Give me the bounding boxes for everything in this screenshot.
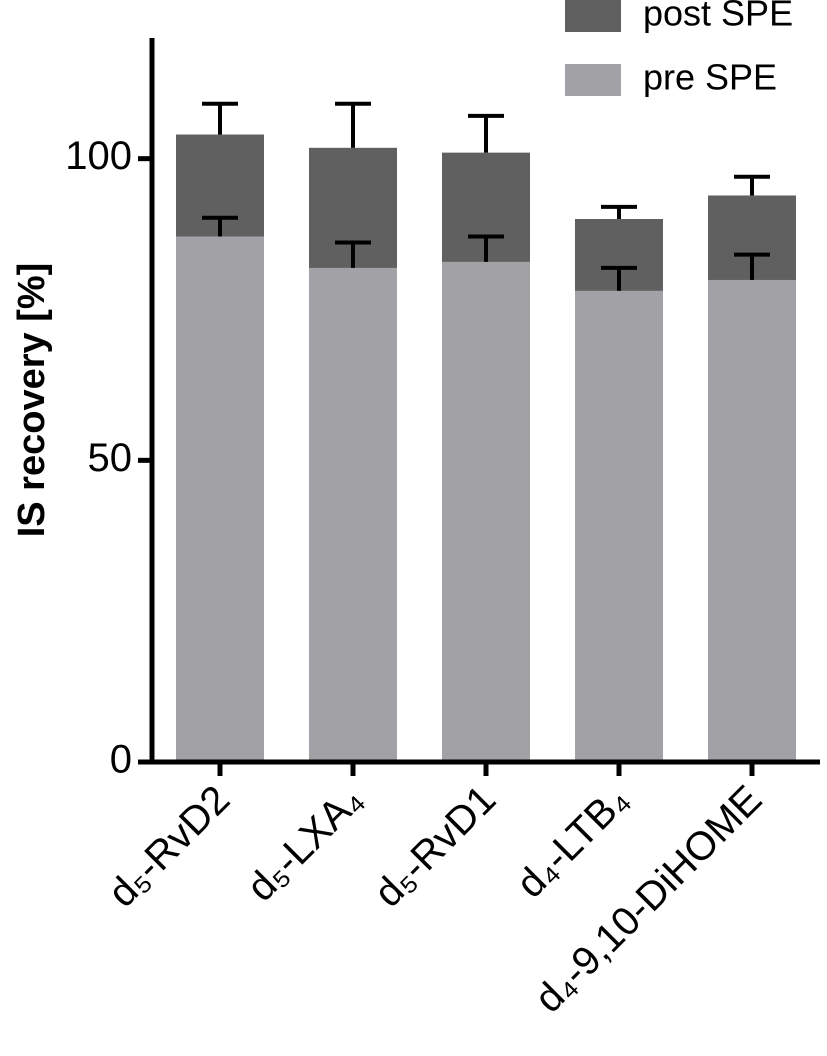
x-tick-label: d₅-RvD2 xyxy=(100,777,238,915)
error-bar xyxy=(202,215,238,237)
error-bar xyxy=(335,101,371,148)
error-bar xyxy=(335,240,371,268)
y-tick-label: 100 xyxy=(65,134,132,178)
error-bar xyxy=(734,252,770,280)
error-bar xyxy=(468,113,504,153)
error-bar xyxy=(601,204,637,219)
legend-label: post SPE xyxy=(643,0,793,34)
error-bar xyxy=(202,101,238,135)
error-bar xyxy=(601,265,637,291)
legend-swatch xyxy=(565,0,621,32)
bar xyxy=(309,267,397,762)
x-tick-label: d₄-9,10-DiHOME xyxy=(527,777,771,1021)
x-tick-label: d₅-RvD1 xyxy=(366,777,504,915)
x-tick-label: d₅-LXA₄ xyxy=(239,777,372,910)
bar xyxy=(575,290,663,762)
error-bar xyxy=(734,174,770,196)
bar xyxy=(176,236,264,762)
bar xyxy=(442,261,530,762)
x-tick-label: d₄-LTB₄ xyxy=(508,777,637,906)
bar xyxy=(708,279,796,762)
legend-label: pre SPE xyxy=(643,57,777,98)
y-tick-label: 0 xyxy=(110,738,132,782)
y-tick-label: 50 xyxy=(88,436,133,480)
y-axis-label: IS recovery [%] xyxy=(11,263,53,538)
legend-swatch xyxy=(565,64,621,96)
error-bar xyxy=(468,234,504,262)
